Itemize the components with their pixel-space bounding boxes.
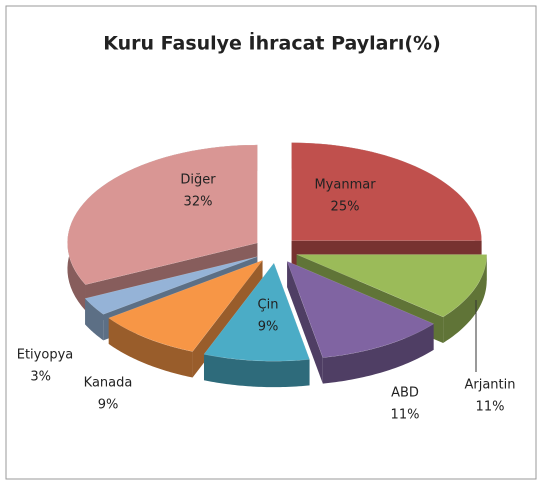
slice	[296, 254, 487, 318]
data-label-name: Çin	[258, 298, 279, 313]
slice	[84, 256, 258, 315]
slice-side	[108, 318, 193, 378]
data-label-name: Arjantin	[464, 378, 515, 393]
data-label-name: Kanada	[84, 376, 133, 391]
data-label: 3%	[30, 370, 51, 385]
slice-side	[287, 261, 323, 384]
slice	[67, 144, 258, 285]
slice-side	[443, 254, 487, 343]
data-label-name: ABD	[391, 386, 419, 401]
slice-side	[85, 256, 258, 325]
slice	[291, 142, 482, 241]
data-label: 9%	[258, 320, 279, 335]
data-label: 11%	[391, 408, 420, 423]
data-label: 32%	[184, 195, 213, 210]
data-label: 9%	[98, 398, 119, 413]
data-label: 25%	[331, 200, 360, 215]
data-label-name: Etiyopya	[17, 348, 73, 363]
slice	[203, 262, 310, 362]
slice	[108, 259, 264, 352]
slice-side	[203, 354, 310, 388]
slice-side	[85, 298, 104, 341]
slice	[286, 260, 435, 358]
slice	[286, 260, 435, 384]
data-label-name: Myanmar	[314, 178, 376, 193]
data-label: 11%	[476, 400, 505, 415]
slice	[203, 262, 310, 388]
slice-side	[322, 323, 434, 384]
data-label-name: Diğer	[180, 173, 216, 188]
chart-title: Kuru Fasulye İhracat Payları(%)	[103, 31, 441, 55]
